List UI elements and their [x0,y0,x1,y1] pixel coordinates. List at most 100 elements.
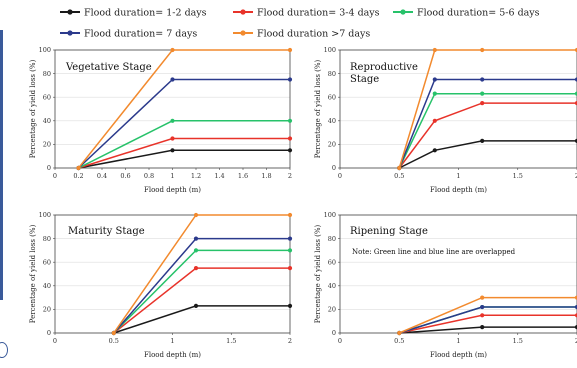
y-tick-label: 40 [328,117,336,125]
series-line [398,140,577,169]
series-flood-duration-7-days [76,47,293,171]
data-point [480,47,485,53]
series-line [399,306,577,334]
data-point [193,212,199,218]
legend-swatch-marker [240,9,246,15]
series-line [113,267,290,334]
data-point [193,236,199,241]
data-point [287,77,293,82]
y-tick-label: 100 [39,211,51,219]
data-point [432,118,437,123]
series-line [398,49,577,169]
data-point [432,77,437,82]
y-tick-label: 0 [332,164,336,172]
data-point [480,101,485,106]
data-point [287,136,293,141]
legend-label: Flood duration= 7 days [84,29,197,40]
x-tick-label: 0.4 [97,172,107,180]
x-axis-label: Flood depth (m) [144,351,201,359]
data-point [574,325,577,330]
x-tick-label: 1 [170,337,174,345]
y-tick-label: 40 [43,117,51,125]
series-flood-duration-5-6-days [111,248,293,336]
panel-title: Maturity Stage [68,226,145,237]
x-tick-label: 0.5 [109,337,119,345]
panel-note: Note: Green line and blue line are overl… [352,248,516,256]
data-point [170,47,175,53]
x-tick-label: 1.5 [226,337,236,345]
y-tick-label: 100 [324,211,336,219]
chart-panel-vegetative-stage: 0 20 40 60 80 100 0 0.2 0.4 0.6 0.8 1 1.2 1.4 1.6 1.8 2 F… [29,46,293,194]
data-point [574,91,577,96]
left-accent-circle [0,342,8,358]
y-tick-label: 20 [328,306,336,314]
data-point [170,148,175,153]
series-line [398,78,577,169]
chart-panel-reproductive-stage: 0 20 40 60 80 100 0 0.5 1 1.5 2 Flood depth (m) Perc… [314,46,577,194]
series-line [398,102,577,169]
data-point [574,295,577,300]
y-tick-label: 80 [328,70,336,78]
data-point [574,138,577,143]
series-flood-duration-1-2-days [397,138,577,171]
x-axis-label: Flood depth (m) [430,186,487,194]
data-point [111,330,116,336]
data-point [480,77,485,82]
legend-item-3: Flood duration= 5-6 days [393,8,540,19]
data-point [574,304,577,310]
y-tick-label: 40 [43,282,51,290]
x-tick-label: 0 [53,172,57,180]
x-tick-label: 2 [575,172,577,180]
y-tick-label: 80 [328,235,336,243]
x-tick-label: 1 [456,337,460,345]
y-tick-label: 0 [47,164,51,172]
data-point [287,148,293,153]
y-tick-label: 40 [328,282,336,290]
y-tick-label: 60 [328,93,336,101]
legend-swatch-marker [67,30,73,36]
x-tick-label: 1.5 [513,172,523,180]
y-tick-label: 20 [43,141,51,149]
y-axis-label: Percentage of yield loss (%) [29,59,37,158]
x-tick-label: 0.5 [394,337,404,345]
x-tick-label: 0 [338,337,342,345]
data-point [480,313,485,318]
panel-title: Vegetative Stage [65,62,152,73]
data-point [287,47,293,53]
panel-title: Reproductive Stage [350,62,418,85]
data-point [287,236,293,241]
data-point [170,77,175,82]
series-line [398,92,577,169]
data-point [170,118,175,123]
data-point [287,212,293,218]
data-point [76,165,81,171]
series-flood-duration-7-days [76,77,293,171]
legend-label: Flood duration= 1-2 days [84,8,207,19]
x-tick-label: 0.2 [73,172,83,180]
x-tick-label: 2 [575,337,577,345]
chart-panel-maturity-stage: 0 20 40 60 80 100 0 0.5 1 1.5 2 Flood depth (m) Perc… [29,211,293,359]
series-line [113,249,290,334]
panel-title: Ripening Stage [350,226,428,237]
x-tick-label: 1 [170,172,174,180]
y-tick-label: 60 [328,258,336,266]
series-line [78,149,290,169]
data-point [432,148,437,153]
x-axis-label: Flood depth (m) [144,186,201,194]
x-tick-label: 1.6 [238,172,248,180]
legend-swatch-marker [400,9,406,15]
data-point [480,325,485,330]
y-axis-label: Percentage of yield loss (%) [29,224,37,323]
x-tick-label: 1 [456,172,460,180]
data-point [432,47,437,53]
legend-label: Flood duration= 3-4 days [257,8,380,19]
legend-item-4: Flood duration= 7 days [60,29,197,40]
legend: Flood duration= 1-2 days Flood duration= … [60,8,540,40]
data-point [397,330,402,336]
series-flood-duration-7-days [111,212,293,336]
series-flood-duration-1-2-days [397,325,577,336]
data-point [287,266,293,271]
y-tick-label: 20 [328,141,336,149]
